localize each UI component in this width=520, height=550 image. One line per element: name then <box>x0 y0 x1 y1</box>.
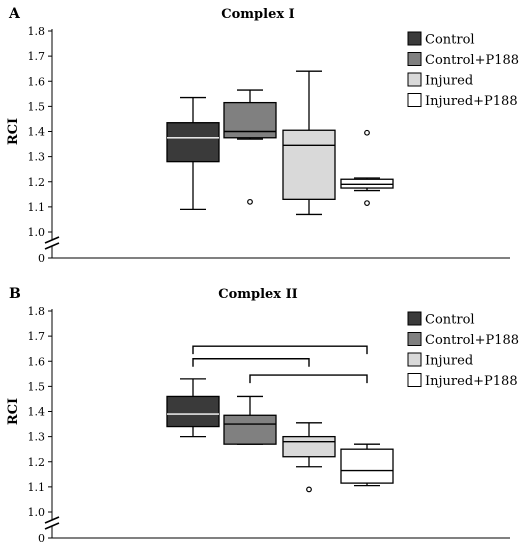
box-iqr <box>223 414 277 445</box>
legend-label: Injured <box>425 74 473 89</box>
panel-label: A <box>8 6 21 22</box>
chart-title: Complex I <box>221 7 294 22</box>
box-1 <box>166 378 220 438</box>
significance-bracket <box>249 374 368 384</box>
significance-bracket <box>192 358 310 367</box>
box-iqr <box>282 435 336 458</box>
box-3 <box>282 422 336 493</box>
box-iqr <box>282 129 336 200</box>
legend-label: Injured+P188 <box>425 374 518 389</box>
y-tick-label: 1.7 <box>28 50 46 63</box>
axis-break-mark <box>44 516 60 524</box>
chart-title: Complex II <box>218 287 298 302</box>
y-tick-label: 1.4 <box>28 126 46 139</box>
box-4 <box>340 129 394 207</box>
legend-swatch <box>407 52 422 66</box>
legend-label: Injured+P188 <box>425 94 518 109</box>
y-tick-label: 1.2 <box>28 456 46 469</box>
y-tick-label: 1.1 <box>28 481 46 494</box>
y-tick-label: 1.3 <box>28 431 46 444</box>
significance-bracket <box>192 345 368 355</box>
panel-label: B <box>9 286 21 302</box>
y-tick-label: 0 <box>38 252 45 265</box>
y-tick-label: 1.5 <box>28 380 46 393</box>
y-tick-label: 1.5 <box>28 100 46 113</box>
legend-swatch <box>407 72 422 87</box>
legend: Control Control+P188 Injured Injured+P188 <box>407 311 519 389</box>
legend-label: Control+P188 <box>425 333 519 348</box>
legend: Control Control+P188 Injured Injured+P188 <box>407 31 519 109</box>
box-iqr <box>340 448 394 484</box>
axis-break-mark <box>44 522 60 530</box>
box-iqr <box>166 395 220 428</box>
box-4 <box>340 443 394 487</box>
legend-swatch <box>407 311 422 326</box>
box-2 <box>223 89 277 205</box>
y-tick-label: 1.4 <box>28 406 46 419</box>
chart-panel-1: A Complex I RCI 0 1.0 1.1 1.2 1.3 1.4 1.5 1.6 1.7 1.… <box>6 6 519 265</box>
y-tick-label: 1.7 <box>28 330 46 343</box>
y-axis-label: RCI <box>6 118 21 145</box>
outlier-point <box>306 486 312 493</box>
legend-swatch <box>407 332 422 346</box>
legend-label: Control <box>425 33 475 48</box>
y-tick-label: 1.1 <box>28 201 46 214</box>
y-tick-label: 1.8 <box>28 305 46 318</box>
chart-panel-2: B Complex II RCI 0 1.0 1.1 1.2 1.3 1.4 1.5 1.6 1.7 1… <box>6 286 519 545</box>
legend-label: Control <box>425 313 475 328</box>
box-2 <box>223 395 277 445</box>
legend-label: Control+P188 <box>425 53 519 68</box>
y-tick-label: 1.0 <box>28 506 46 519</box>
outlier-point <box>247 198 253 205</box>
box-iqr <box>166 122 220 163</box>
legend-swatch <box>407 352 422 367</box>
y-tick-label: 1.8 <box>28 25 46 38</box>
y-tick-label: 1.6 <box>28 355 46 368</box>
y-tick-label: 1.0 <box>28 226 46 239</box>
box-3 <box>282 70 336 216</box>
legend-swatch <box>407 373 422 387</box>
y-tick-label: 0 <box>38 532 45 545</box>
legend-swatch <box>407 93 422 107</box>
box-1 <box>166 96 220 211</box>
legend-swatch <box>407 31 422 46</box>
box-iqr <box>223 101 277 139</box>
axis-break-mark <box>44 236 60 244</box>
outlier-point <box>364 200 370 207</box>
y-axis-label: RCI <box>6 398 21 425</box>
axis-break-mark <box>44 242 60 250</box>
y-tick-label: 1.2 <box>28 176 46 189</box>
legend-label: Injured <box>425 354 473 369</box>
y-tick-label: 1.3 <box>28 151 46 164</box>
y-tick-label: 1.6 <box>28 75 46 88</box>
outlier-point <box>364 129 370 136</box>
